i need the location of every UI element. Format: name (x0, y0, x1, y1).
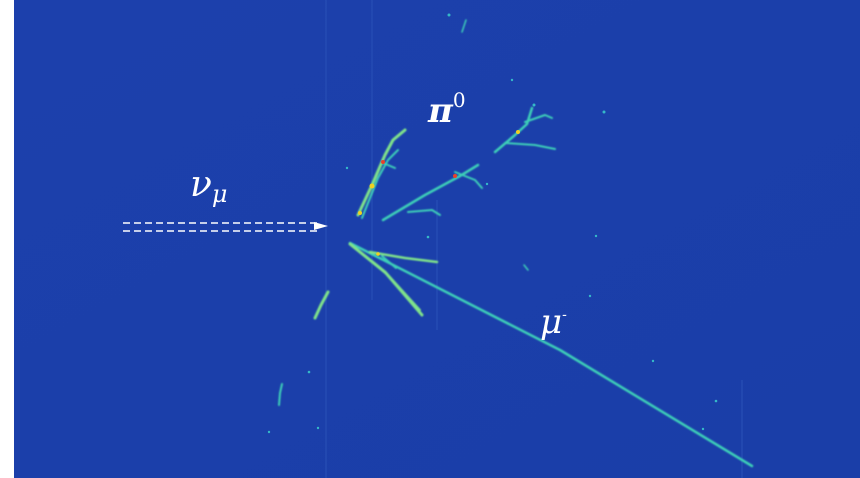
pion-superscript: 0 (453, 88, 466, 112)
event-display: νμ π0 μ- (0, 0, 860, 478)
muon-symbol: μ (540, 302, 562, 342)
neutrino-subscript: μ (212, 180, 228, 208)
muon-superscript: - (562, 307, 567, 323)
neutrino-symbol: ν (190, 164, 212, 205)
page: νμ π0 μ- (() => { const data = JSON.pars… (0, 0, 860, 478)
pion-symbol: π (427, 91, 454, 131)
